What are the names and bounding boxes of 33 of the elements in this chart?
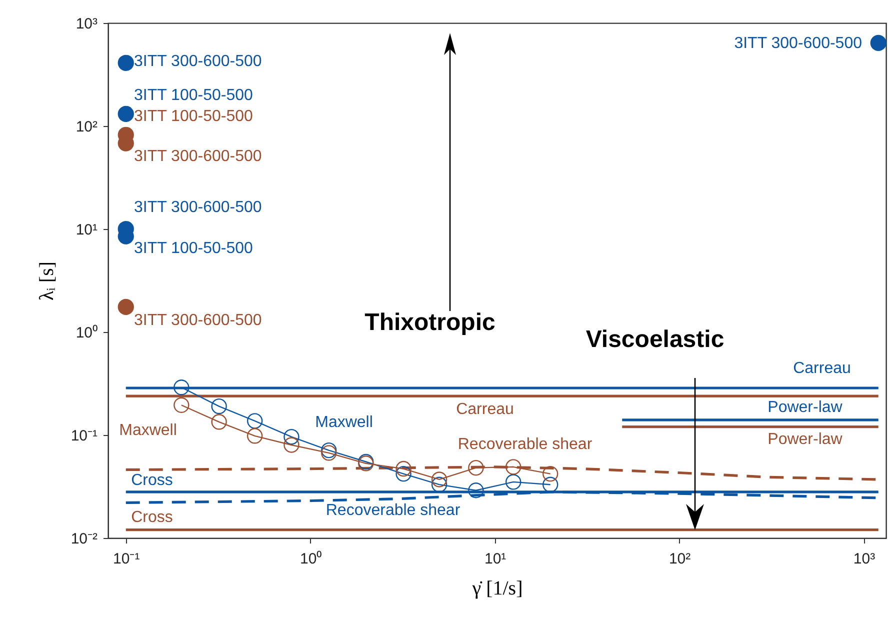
annotation: Viscoelastic	[586, 326, 724, 353]
series-label: 3ITT 100-50-500	[134, 240, 253, 257]
y-tick-label: 10⁻¹	[70, 428, 98, 444]
y-tick-label: 10¹	[76, 222, 98, 238]
x-tick-label: 10³	[853, 550, 876, 568]
x-tick-label: 10²	[668, 550, 691, 568]
y-tick-label: 10⁰	[76, 324, 98, 342]
x-axis-title: γ̇ [1/s]	[471, 578, 523, 600]
series-label: 3ITT 300-600-500	[134, 148, 262, 165]
x-tick-label: 10¹	[484, 550, 506, 568]
series-label: 3ITT 300-600-500	[134, 199, 262, 216]
series-label: 3ITT 100-50-500	[134, 87, 253, 104]
series-label: 3ITT 300-600-500	[134, 312, 262, 329]
series-label: Recoverable shear	[326, 502, 461, 519]
x-tick-label: 10⁰	[300, 550, 322, 568]
y-tick-label: 10²	[76, 118, 98, 136]
series-label: Power-law	[768, 399, 843, 416]
series-label: Cross	[131, 509, 173, 526]
x-tick-label: 10⁻¹	[113, 550, 140, 568]
series-label: Cross	[131, 472, 173, 489]
series-label: 3ITT 100-50-500	[134, 108, 253, 125]
y-tick-label: 10³	[76, 16, 98, 32]
y-axis-title: λᵢ [s]	[36, 261, 58, 301]
series-label: Carreau	[456, 401, 514, 418]
series-label: 3ITT 300-600-500	[734, 35, 862, 52]
series-label: Maxwell	[315, 414, 373, 431]
series-label: Power-law	[768, 431, 843, 448]
series-label: Carreau	[793, 360, 851, 377]
y-tick-label: 10⁻²	[70, 530, 98, 548]
series-label: Maxwell	[119, 422, 177, 439]
annotation: Thixotropic	[364, 309, 496, 336]
series-label: 3ITT 300-600-500	[134, 53, 262, 70]
series-label: Recoverable shear	[458, 436, 593, 453]
